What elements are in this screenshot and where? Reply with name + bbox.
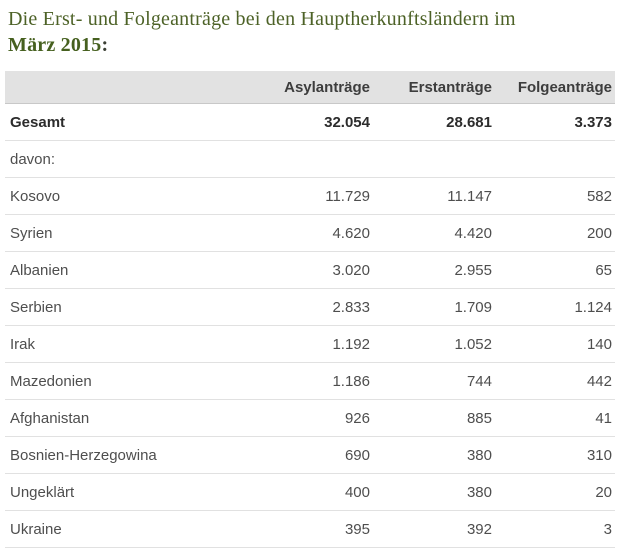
column-header-empty: [5, 71, 248, 104]
row-value: 20: [492, 473, 615, 511]
row-value: 4.620: [248, 214, 370, 252]
row-label: Albanien: [5, 251, 248, 289]
row-value: 2.955: [370, 251, 492, 289]
table-header-row: Asylanträge Erstanträge Folgeanträge: [5, 71, 615, 104]
row-label: Serbien: [5, 288, 248, 326]
row-value: 380: [370, 473, 492, 511]
row-value: 1.192: [248, 325, 370, 363]
row-value: 926: [248, 399, 370, 437]
row-label: Ungeklärt: [5, 473, 248, 511]
row-value: 744: [370, 362, 492, 400]
row-value: [492, 140, 615, 178]
row-value: 3.020: [248, 251, 370, 289]
table-row: Kosovo 11.729 11.147 582: [5, 177, 615, 215]
row-label: Irak: [5, 325, 248, 363]
table-row: Serbien 2.833 1.709 1.124: [5, 288, 615, 326]
row-label: davon:: [5, 140, 248, 178]
table-header: Asylanträge Erstanträge Folgeanträge: [5, 71, 615, 104]
table-row: Mazedonien 1.186 744 442: [5, 362, 615, 400]
row-label: Bosnien-Herzegowina: [5, 436, 248, 474]
row-value: 690: [248, 436, 370, 474]
table-row: Bosnien-Herzegowina 690 380 310: [5, 436, 615, 474]
row-value: 392: [370, 510, 492, 548]
page-title: Die Erst- und Folgeanträge bei den Haupt…: [0, 0, 573, 58]
row-value: 4.420: [370, 214, 492, 252]
row-value: 400: [248, 473, 370, 511]
row-value: [248, 140, 370, 178]
row-value: 11.729: [248, 177, 370, 215]
table-row: Syrien 4.620 4.420 200: [5, 214, 615, 252]
row-value: 32.054: [248, 103, 370, 141]
row-label: Kosovo: [5, 177, 248, 215]
table-row-total: Gesamt 32.054 28.681 3.373: [5, 103, 615, 141]
row-value: 1.186: [248, 362, 370, 400]
row-value: 1.709: [370, 288, 492, 326]
row-value: 41: [492, 399, 615, 437]
row-label: Mazedonien: [5, 362, 248, 400]
row-value: 28.681: [370, 103, 492, 141]
column-header-folgeantraege: Folgeanträge: [492, 71, 615, 104]
row-value: 582: [492, 177, 615, 215]
table-body: Gesamt 32.054 28.681 3.373 davon: Kosovo 11.72…: [5, 103, 615, 548]
table-row: Ungeklärt 400 380 20: [5, 473, 615, 511]
row-value: 3.373: [492, 103, 615, 141]
column-header-asylantraege: Asylanträge: [248, 71, 370, 104]
row-value: 380: [370, 436, 492, 474]
row-value: 442: [492, 362, 615, 400]
page-title-colon: :: [101, 34, 109, 56]
row-value: 200: [492, 214, 615, 252]
row-value: 395: [248, 510, 370, 548]
row-value: 2.833: [248, 288, 370, 326]
row-value: 1.052: [370, 325, 492, 363]
row-value: 1.124: [492, 288, 615, 326]
row-value: 3: [492, 510, 615, 548]
table-row: Ukraine 395 392 3: [5, 510, 615, 548]
row-value: 11.147: [370, 177, 492, 215]
page-title-prefix: Die Erst- und Folgeanträge bei den Haupt…: [8, 8, 516, 30]
row-label: Syrien: [5, 214, 248, 252]
column-header-erstantraege: Erstanträge: [370, 71, 492, 104]
table-row: davon:: [5, 140, 615, 178]
row-value: 310: [492, 436, 615, 474]
table-row: Irak 1.192 1.052 140: [5, 325, 615, 363]
row-value: 65: [492, 251, 615, 289]
row-label: Ukraine: [5, 510, 248, 548]
row-value: 885: [370, 399, 492, 437]
row-label: Gesamt: [5, 103, 248, 141]
asylum-applications-table: Asylanträge Erstanträge Folgeanträge Ges…: [5, 71, 615, 548]
table-row: Albanien 3.020 2.955 65: [5, 251, 615, 289]
page-title-date: März 2015: [8, 34, 102, 56]
row-value: 140: [492, 325, 615, 363]
table-row: Afghanistan 926 885 41: [5, 399, 615, 437]
row-value: [370, 140, 492, 178]
row-label: Afghanistan: [5, 399, 248, 437]
